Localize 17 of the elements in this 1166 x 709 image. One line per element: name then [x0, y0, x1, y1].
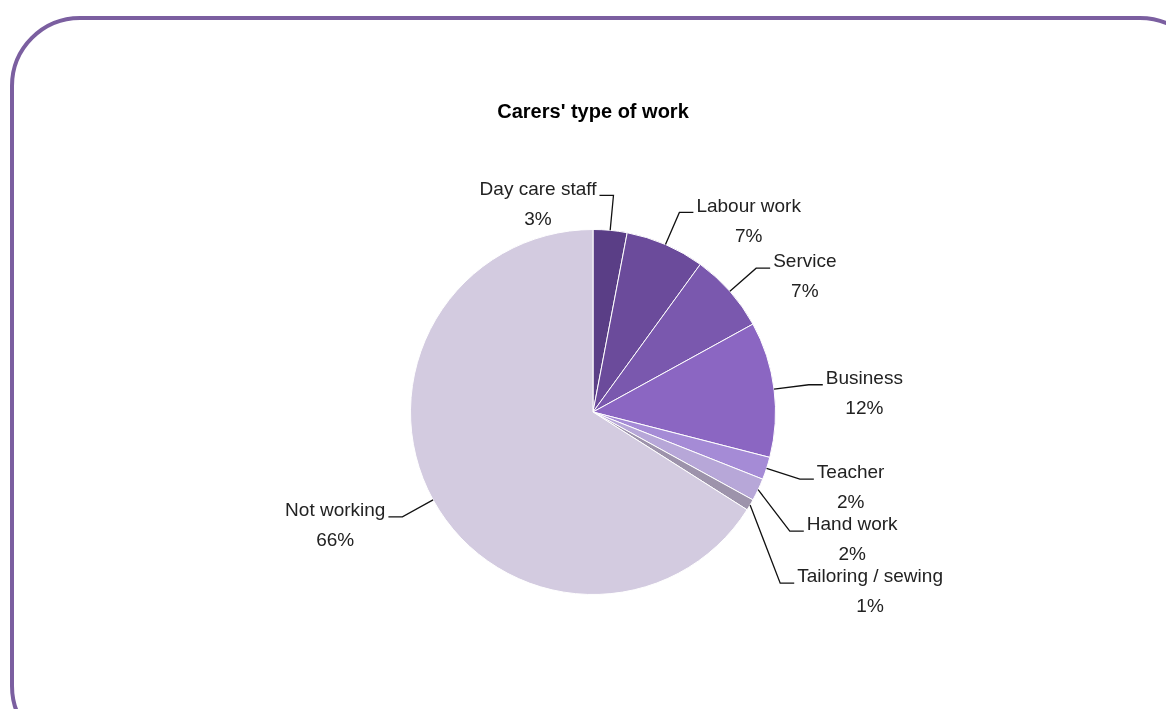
data-label: 7%: [791, 280, 819, 302]
slice-label: Day care staff: [479, 177, 598, 199]
data-label: 12%: [845, 396, 884, 418]
data-label: 3%: [524, 207, 552, 229]
slice-label: Service: [773, 250, 837, 272]
slice-label: Teacher: [816, 461, 886, 483]
chart-title: Carers' type of work: [497, 99, 690, 122]
slice-label: Hand work: [806, 513, 899, 535]
data-label: 66%: [316, 529, 355, 551]
data-label: 2%: [836, 491, 865, 513]
data-label: 1%: [856, 595, 884, 617]
slice-label: Tailoring / sewing: [797, 565, 943, 587]
data-label: 2%: [838, 543, 867, 565]
slice-label: Business: [825, 366, 903, 388]
data-label: 7%: [734, 224, 763, 246]
slice-label: Labour work: [696, 194, 802, 216]
slice-label: Not working: [285, 499, 386, 521]
